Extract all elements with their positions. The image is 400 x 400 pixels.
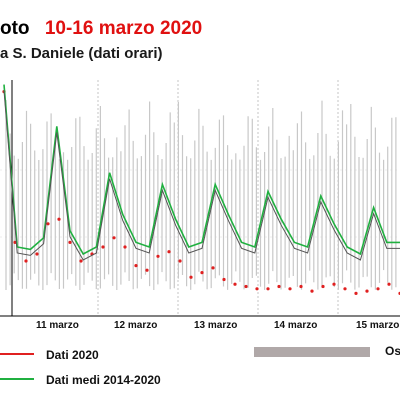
- day-label-3: 14 marzo: [274, 320, 317, 331]
- dati-2020-dot: [24, 259, 28, 263]
- dati-2020-dot: [387, 282, 391, 286]
- dati-2020-dot: [156, 254, 160, 258]
- dati-2020-dot: [211, 266, 215, 270]
- dati-2020-dot: [365, 289, 369, 293]
- legend-label-dati-2020: Dati 2020: [46, 348, 99, 362]
- day-label-1: 12 marzo: [114, 320, 157, 331]
- dati-2020-dot: [123, 245, 127, 249]
- dati-2020-dot: [354, 291, 358, 295]
- title-text: oto: [0, 18, 30, 39]
- dati-2020-dot: [222, 277, 226, 282]
- dati-2020-dot: [244, 284, 248, 289]
- dati-2020-dot: [266, 287, 270, 291]
- series-line-1: [3, 84, 400, 256]
- series-line-dark: [3, 90, 400, 261]
- dati-2020-dot: [376, 287, 380, 291]
- legend-label-dati-medi: Dati medi 2014-2020: [46, 373, 161, 387]
- dati-2020-dot: [134, 264, 138, 268]
- dati-2020-dot: [35, 252, 39, 256]
- dati-2020-dot: [299, 284, 303, 289]
- title-date: 10-16 marzo 2020: [44, 18, 203, 39]
- day-label-2: 13 marzo: [194, 320, 237, 331]
- dati-2020-dot: [167, 250, 171, 254]
- legend-swatch-dati-medi: [0, 378, 34, 380]
- day-label-0: 11 marzo: [36, 320, 79, 331]
- dati-2020-dot: [332, 282, 336, 286]
- legend-swatch-dati-2020: [0, 353, 34, 355]
- dati-2020-dot: [145, 268, 149, 272]
- legend-swatch-gray: [254, 347, 370, 357]
- dati-2020-dot: [79, 259, 83, 263]
- dati-2020-dot: [277, 284, 281, 289]
- dati-2020-dot: [255, 287, 259, 291]
- day-label-4: 15 marzo: [356, 320, 399, 331]
- title-row: oto 10-16 marzo 2020: [0, 18, 202, 40]
- dati-2020-dot: [57, 217, 61, 221]
- dati-2020-dot: [343, 287, 347, 291]
- dati-2020-dot: [189, 275, 193, 279]
- dati-2020-dot: [101, 245, 105, 249]
- dati-2020-dot: [233, 282, 237, 286]
- subtitle: a S. Daniele (dati orari): [0, 45, 163, 62]
- dati-2020-dot: [178, 259, 182, 263]
- dati-2020-dot: [321, 284, 325, 289]
- dati-2020-dot: [288, 287, 292, 291]
- legend-label-gray: Os: [385, 344, 400, 358]
- dati-2020-dot: [310, 289, 314, 293]
- dati-2020-dot: [112, 236, 116, 240]
- dati-2020-dot: [46, 222, 50, 226]
- dati-2020-dot: [68, 240, 72, 244]
- dati-2020-dot: [200, 271, 204, 275]
